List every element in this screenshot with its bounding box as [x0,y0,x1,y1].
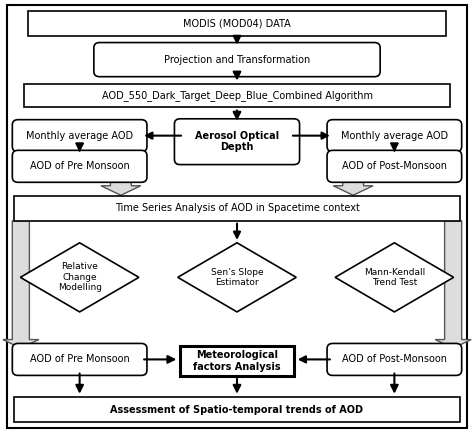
Polygon shape [3,221,39,348]
FancyBboxPatch shape [12,150,147,182]
FancyBboxPatch shape [327,150,462,182]
FancyBboxPatch shape [14,397,460,422]
FancyBboxPatch shape [24,83,450,107]
Text: Monthly average AOD: Monthly average AOD [26,130,133,141]
FancyBboxPatch shape [327,343,462,375]
Text: Sen’s Slope
Estimator: Sen’s Slope Estimator [210,268,264,287]
Polygon shape [20,243,139,312]
Text: Mann-Kendall
Trend Test: Mann-Kendall Trend Test [364,268,425,287]
FancyBboxPatch shape [94,43,380,77]
Text: AOD of Post-Monsoon: AOD of Post-Monsoon [342,354,447,365]
Text: Meteorological
factors Analysis: Meteorological factors Analysis [193,350,281,372]
Text: Assessment of Spatio-temporal trends of AOD: Assessment of Spatio-temporal trends of … [110,404,364,415]
Text: AOD of Post-Monsoon: AOD of Post-Monsoon [342,161,447,172]
Polygon shape [101,178,141,195]
Text: AOD of Pre Monsoon: AOD of Pre Monsoon [30,161,129,172]
Polygon shape [335,243,454,312]
FancyBboxPatch shape [180,346,294,376]
FancyBboxPatch shape [12,120,147,152]
FancyBboxPatch shape [14,196,460,221]
FancyBboxPatch shape [28,11,446,36]
FancyBboxPatch shape [174,119,300,165]
Text: Projection and Transformation: Projection and Transformation [164,54,310,65]
Text: AOD_550_Dark_Target_Deep_Blue_Combined Algorithm: AOD_550_Dark_Target_Deep_Blue_Combined A… [101,90,373,101]
FancyBboxPatch shape [12,343,147,375]
Text: AOD of Pre Monsoon: AOD of Pre Monsoon [30,354,129,365]
Polygon shape [178,243,296,312]
Polygon shape [435,221,471,348]
Text: Monthly average AOD: Monthly average AOD [341,130,448,141]
Text: Time Series Analysis of AOD in Spacetime context: Time Series Analysis of AOD in Spacetime… [115,203,359,213]
Text: Aerosol Optical
Depth: Aerosol Optical Depth [195,131,279,152]
Text: Relative
Change
Modelling: Relative Change Modelling [58,263,101,292]
Polygon shape [333,178,373,195]
FancyBboxPatch shape [327,120,462,152]
Text: MODIS (MOD04) DATA: MODIS (MOD04) DATA [183,19,291,29]
